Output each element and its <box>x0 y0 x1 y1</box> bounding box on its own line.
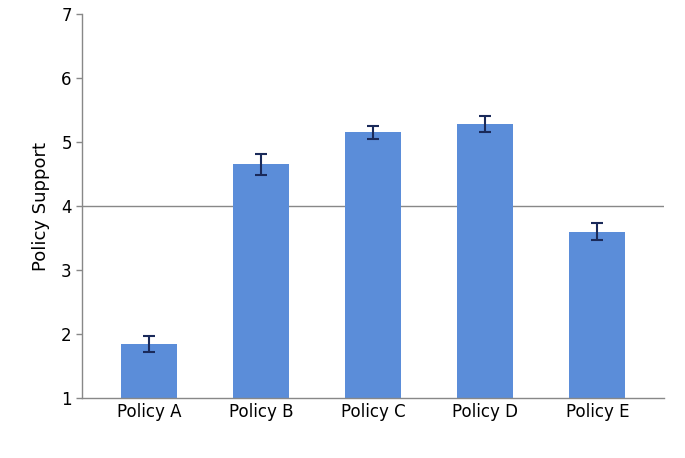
Bar <box>458 124 513 398</box>
Bar <box>569 232 625 398</box>
Y-axis label: Policy Support: Policy Support <box>32 142 50 271</box>
Bar <box>121 344 177 398</box>
Bar <box>345 132 401 398</box>
Bar <box>234 164 289 398</box>
